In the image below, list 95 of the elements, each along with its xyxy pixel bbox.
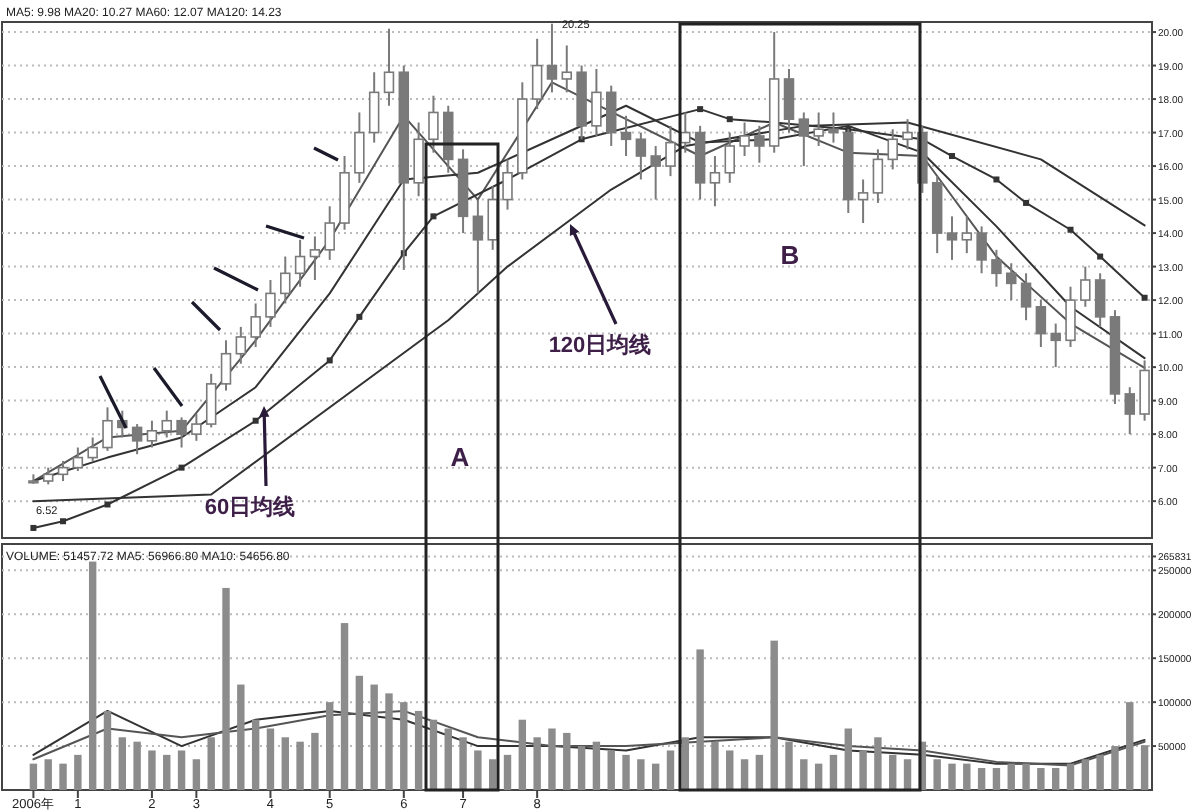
point (252, 417, 259, 424)
bar (814, 763, 823, 790)
bar (192, 759, 201, 790)
bar (503, 754, 512, 790)
bar (1081, 759, 1090, 790)
bar (637, 759, 645, 790)
point (1023, 199, 1030, 206)
point (1097, 253, 1104, 260)
bar (859, 750, 867, 790)
bar (118, 737, 127, 790)
bar (133, 741, 141, 790)
bar (177, 750, 186, 790)
bar (237, 684, 245, 790)
bar (251, 719, 260, 790)
point (326, 357, 333, 364)
bar (1140, 745, 1149, 790)
bar (459, 737, 467, 790)
bar (592, 741, 601, 790)
bar (44, 759, 52, 790)
annotation: 120日均线 (548, 332, 652, 358)
bar (74, 754, 82, 790)
bar (296, 741, 304, 790)
bar (340, 623, 349, 790)
bar (59, 763, 67, 790)
bar (563, 732, 571, 790)
bar (548, 728, 556, 790)
bar (222, 587, 230, 790)
bar (103, 710, 112, 790)
bar (29, 763, 38, 790)
bar (1066, 763, 1075, 790)
bar (370, 684, 378, 790)
bar (518, 719, 527, 790)
bar (844, 728, 852, 790)
bar (681, 737, 690, 790)
bar (385, 693, 393, 790)
bar (800, 759, 808, 790)
bar (414, 710, 423, 790)
bar (1007, 763, 1015, 790)
point (948, 153, 955, 160)
bar (88, 561, 97, 790)
point (60, 518, 67, 525)
bar (444, 728, 452, 790)
bar (1096, 754, 1104, 790)
bar (400, 702, 408, 790)
point (30, 524, 37, 531)
bar (281, 737, 289, 790)
bar (740, 759, 749, 790)
point (1067, 226, 1074, 233)
bar (148, 750, 156, 790)
bar (622, 754, 630, 790)
bar (992, 768, 1001, 790)
bar (474, 750, 482, 790)
bar (1126, 702, 1134, 790)
bar (903, 759, 912, 790)
bar (696, 649, 704, 790)
annotation: 60日均线 (204, 494, 296, 520)
point (104, 501, 111, 508)
point (993, 176, 1000, 183)
bar (311, 732, 319, 790)
bar (577, 746, 586, 790)
bar (977, 768, 986, 790)
bar (326, 702, 334, 790)
bar (533, 737, 541, 790)
bar (163, 754, 171, 790)
bar (948, 763, 956, 790)
bar (651, 763, 660, 790)
bar (207, 737, 215, 790)
point (178, 464, 185, 471)
point (356, 313, 363, 320)
bar (1022, 763, 1030, 790)
bar (488, 759, 497, 790)
bar (1037, 768, 1045, 790)
bar (755, 754, 764, 790)
point (697, 106, 704, 113)
point (1141, 294, 1148, 301)
bar (429, 719, 438, 790)
bar (355, 675, 364, 790)
bar (933, 759, 941, 790)
annotation: B (780, 240, 800, 270)
bar (726, 750, 734, 790)
bar (1051, 768, 1060, 790)
bar (829, 754, 838, 790)
bar (963, 763, 971, 790)
bar (607, 750, 615, 790)
bar (1111, 746, 1119, 790)
point (430, 213, 437, 220)
bar (889, 754, 897, 790)
bar (266, 728, 275, 790)
bar (785, 741, 793, 790)
annotation: A (450, 442, 471, 472)
bar (711, 741, 719, 790)
bar (770, 640, 778, 790)
point (726, 116, 733, 123)
bar (874, 737, 882, 790)
bar (666, 750, 675, 790)
